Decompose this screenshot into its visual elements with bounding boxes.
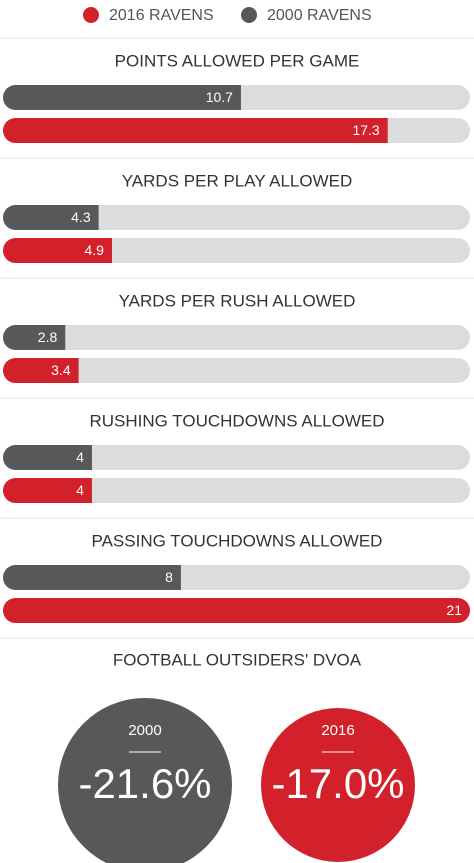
legend-label: 2016 RAVENS [109,7,214,24]
value-label: 4 [76,482,84,498]
dvoa-value: -17.0% [271,760,404,807]
bar-track [3,478,470,503]
panel-title: YARDS PER PLAY ALLOWED [122,171,353,190]
value-label: 10.7 [206,89,233,105]
panel-title: PASSING TOUCHDOWNS ALLOWED [92,531,383,550]
bar [3,565,181,590]
dvoa-year: 2016 [321,722,354,739]
value-label: 4 [76,449,84,465]
bar [3,118,388,143]
bar [3,85,241,110]
bar-track [3,445,470,470]
value-label: 4.3 [71,209,91,225]
legend-swatch [241,7,257,23]
bar [3,358,79,383]
value-label: 8 [165,569,173,585]
bar [3,325,66,350]
value-label: 2.8 [38,329,58,345]
value-label: 3.4 [51,362,71,378]
bar-track [3,205,470,230]
value-label: 4.9 [84,242,104,258]
legend-label: 2000 RAVENS [267,7,372,24]
bar [3,205,99,230]
bar-track [3,358,470,383]
bar [3,478,92,503]
dvoa-title: FOOTBALL OUTSIDERS' DVOA [113,650,362,669]
bar-track [3,325,470,350]
dvoa-circle [261,708,415,862]
panel-title: YARDS PER RUSH ALLOWED [119,291,356,310]
bar [3,238,112,263]
panel-title: POINTS ALLOWED PER GAME [115,51,360,70]
dvoa-value: -21.6% [78,760,211,807]
value-label: 17.3 [352,122,379,138]
dvoa-circle [58,698,232,863]
panel-title: RUSHING TOUCHDOWNS ALLOWED [89,411,384,430]
dvoa-year: 2000 [128,722,161,739]
bar [3,445,92,470]
bar-track [3,238,470,263]
bar [3,598,470,623]
legend-swatch [83,7,99,23]
value-label: 21 [446,602,462,618]
